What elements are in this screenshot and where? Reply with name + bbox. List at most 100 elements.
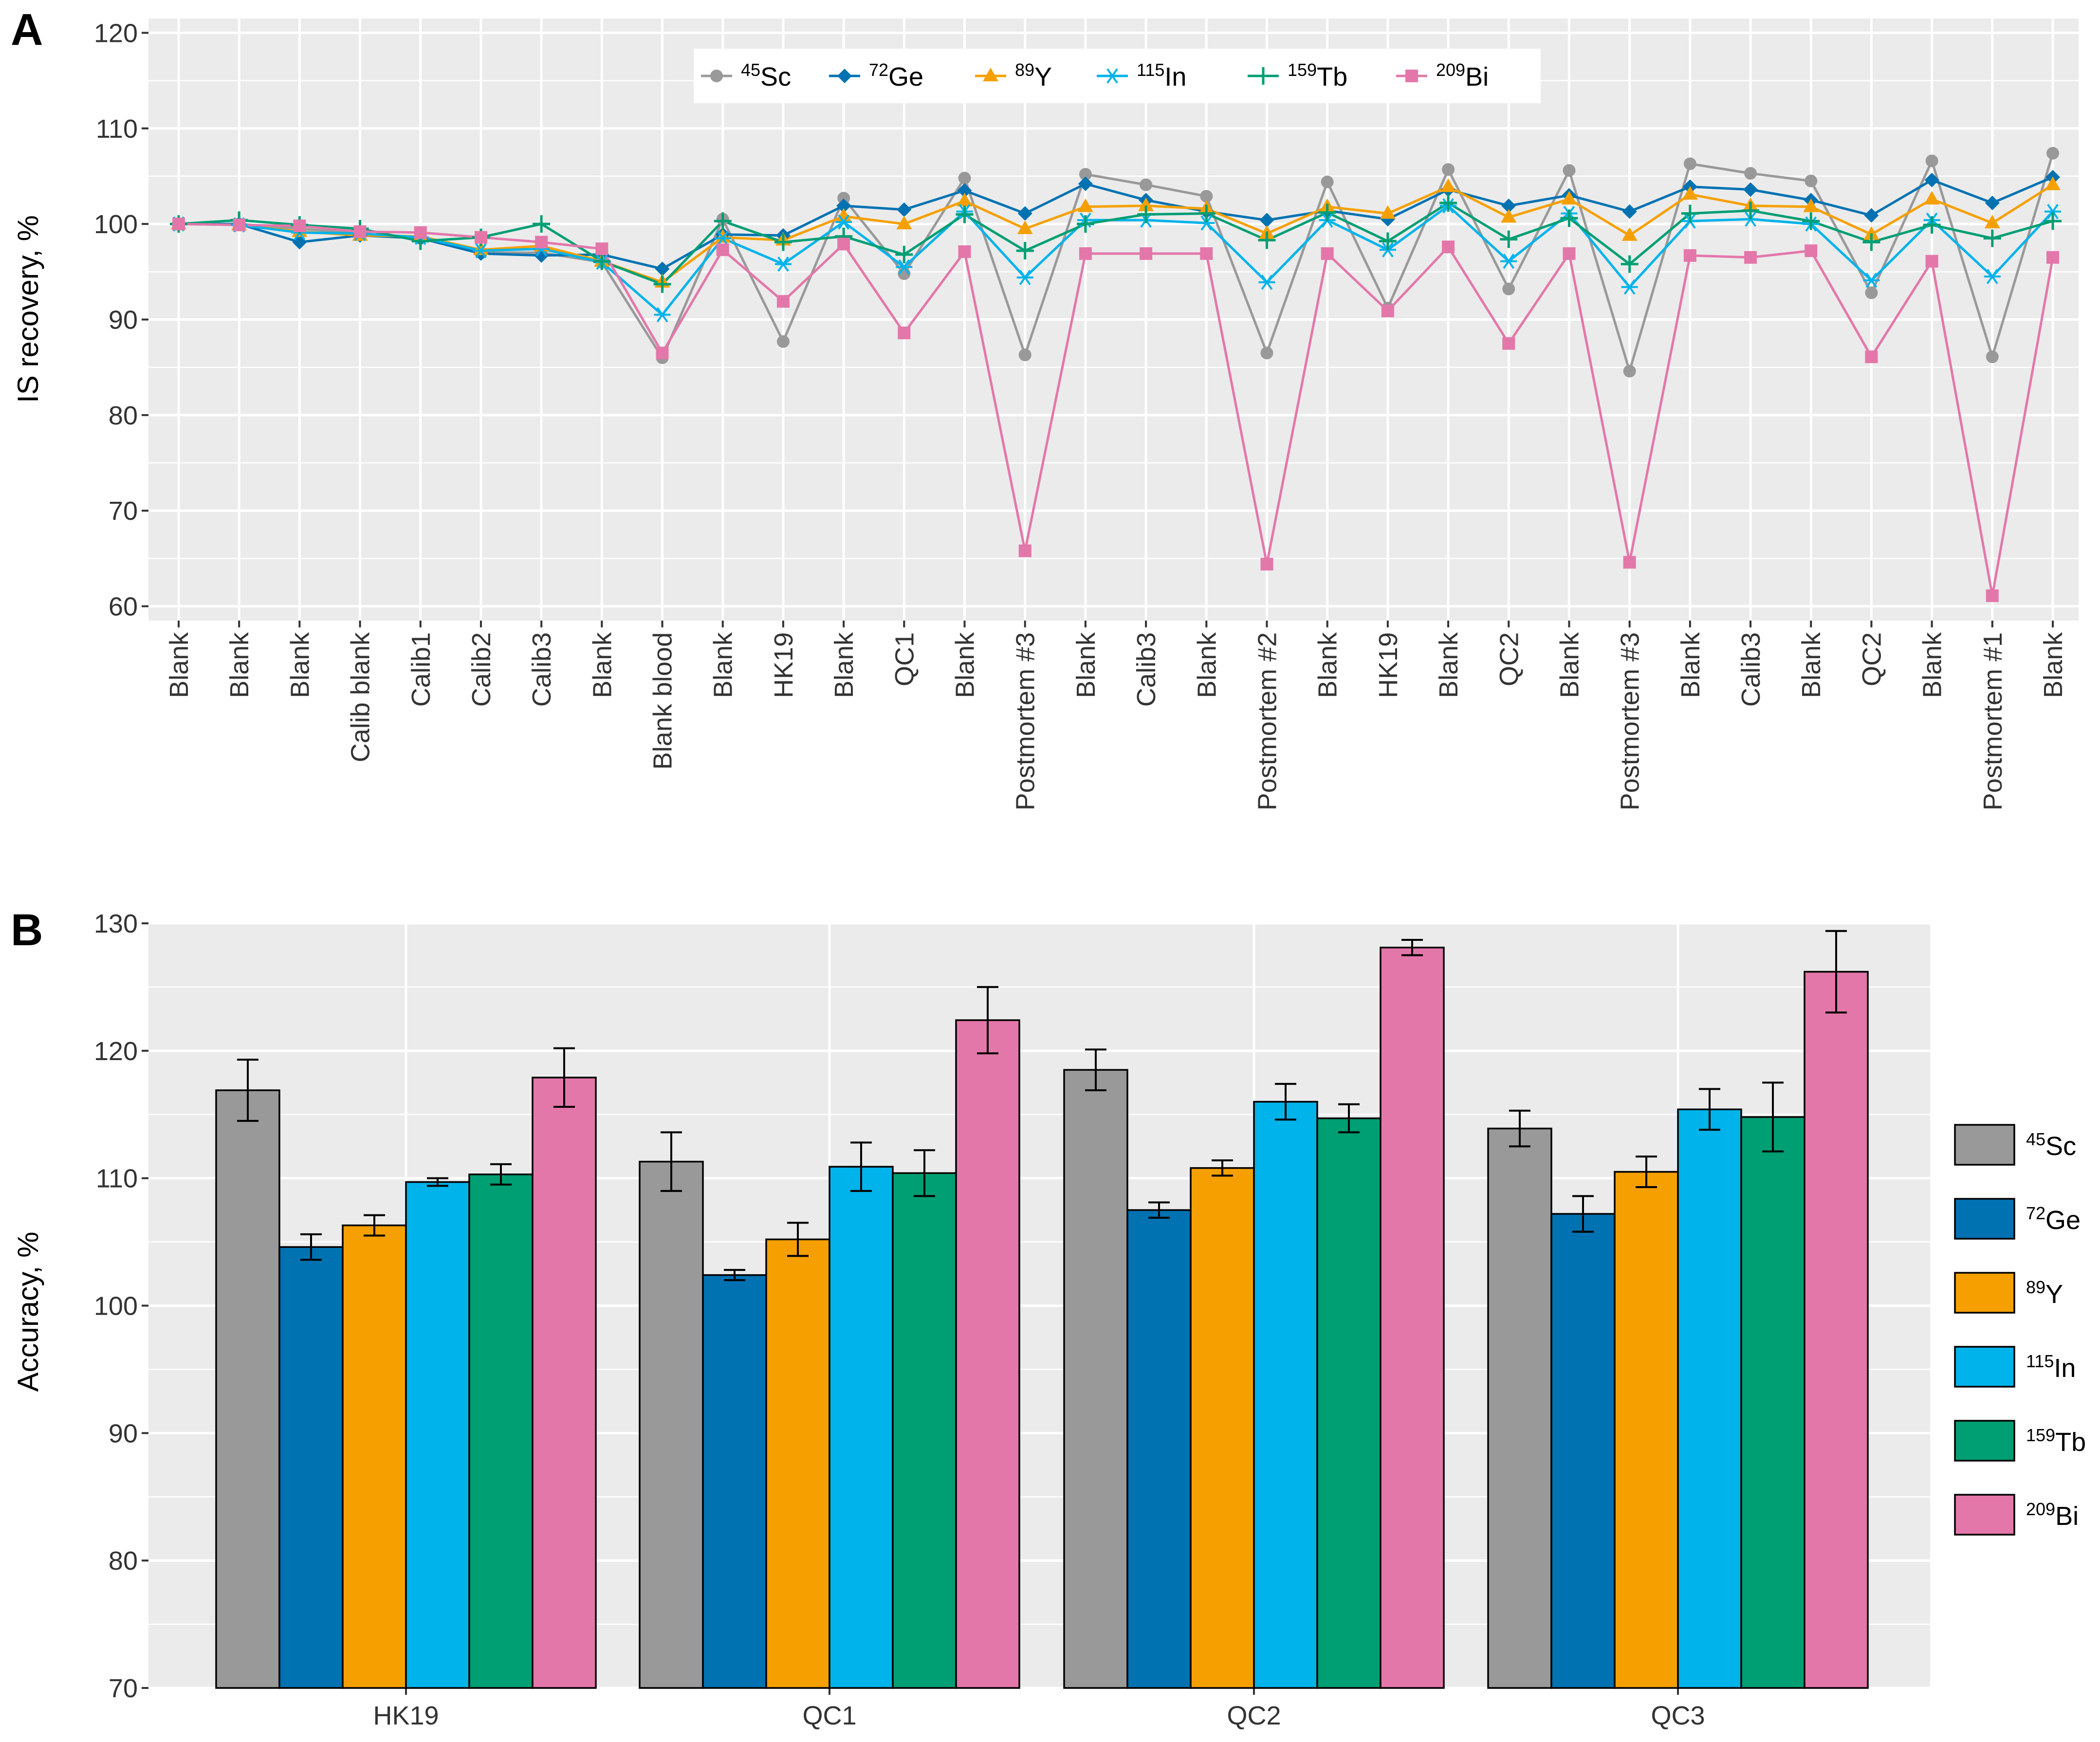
a-legend-label-89Y: 89Y <box>1015 60 1052 92</box>
point-159Tb <box>1742 202 1760 220</box>
a-y-tick-label: 110 <box>96 114 138 144</box>
series-line-209Bi <box>178 222 2054 597</box>
point-72Ge <box>1622 204 1637 219</box>
bar-159Tb <box>1316 1117 1382 1689</box>
series-line-89Y <box>178 183 2054 284</box>
point-115In <box>654 307 671 323</box>
a-legend-key-marker-209Bi <box>1405 70 1418 82</box>
point-72Ge <box>655 261 670 276</box>
error-bar-209Bi <box>553 1047 575 1108</box>
a-x-tick-label: QC2 <box>1494 632 1524 686</box>
point-159Tb <box>1318 203 1336 221</box>
point-209Bi <box>898 326 911 339</box>
b-legend-label-72Ge-mass: 72 <box>2026 1203 2045 1223</box>
point-209Bi <box>1623 556 1636 569</box>
a-x-tick-label: Blank <box>1555 632 1584 698</box>
point-115In-d2 <box>838 214 849 230</box>
point-159Tb <box>774 233 792 251</box>
point-45Sc <box>1018 348 1032 362</box>
a-x-tick-label: Blank <box>1071 632 1101 698</box>
error-bar-72Ge <box>1148 1201 1170 1219</box>
point-209Bi <box>1140 247 1153 260</box>
bar-159Tb <box>892 1172 957 1689</box>
point-209Bi <box>1260 558 1273 571</box>
a-legend-key-marker-45Sc <box>710 70 723 82</box>
a-legend-label-159Tb-mass: 159 <box>1288 60 1317 80</box>
b-legend-label-209Bi-symbol: Bi <box>2055 1502 2079 1531</box>
b-legend-label-45Sc-mass: 45 <box>2026 1129 2045 1149</box>
bar-72Ge <box>1550 1213 1616 1689</box>
bar-45Sc <box>1063 1069 1128 1689</box>
bar-209Bi <box>532 1077 597 1689</box>
b-x-tick-label: QC2 <box>1227 1701 1281 1730</box>
a-x-tick-label: Calib3 <box>1132 632 1161 707</box>
point-89Y <box>1017 220 1033 234</box>
a-x-tick-label: Calib blank <box>346 632 375 762</box>
a-x-tick-label: Blank <box>1192 632 1221 698</box>
a-legend-label-115In: 115In <box>1137 60 1186 92</box>
bar-115In <box>405 1181 470 1689</box>
bar-72Ge <box>278 1246 344 1689</box>
point-209Bi <box>1986 589 1999 602</box>
b-y-tick-label: 130 <box>94 909 138 938</box>
b-legend-key-89Y <box>1954 1272 2015 1314</box>
point-209Bi <box>595 242 608 256</box>
b-legend-label-159Tb-mass: 159 <box>2026 1425 2055 1445</box>
a-legend-key-marker-115In <box>1104 68 1121 84</box>
point-209Bi <box>474 231 487 244</box>
point-159Tb <box>1923 216 1941 234</box>
point-159Tb <box>1197 204 1216 222</box>
bar-159Tb <box>468 1174 534 1689</box>
error-bar-159Tb <box>1338 1103 1360 1134</box>
point-115In-d2 <box>2047 204 2059 220</box>
a-x-tick-label: Postmortem #3 <box>1011 632 1040 810</box>
point-45Sc <box>958 171 971 184</box>
b-legend-label-45Sc: 45Sc <box>2026 1129 2076 1161</box>
point-115In-d2 <box>777 257 789 272</box>
point-115In <box>1198 215 1215 231</box>
error-bar-72Ge <box>724 1269 745 1282</box>
point-159Tb <box>1439 194 1457 212</box>
error-bar-89Y <box>364 1214 385 1237</box>
b-y-tick-label: 110 <box>96 1164 138 1193</box>
a-legend-label-45Sc-mass: 45 <box>741 60 760 80</box>
a-x-tick-label: Calib2 <box>467 632 496 707</box>
error-bar-159Tb <box>490 1163 512 1186</box>
point-72Ge <box>897 202 912 217</box>
error-bar-45Sc <box>1085 1048 1106 1092</box>
point-89Y <box>1803 198 1819 212</box>
a-legend-label-72Ge: 72Ge <box>869 60 923 92</box>
panel-b-bar-chart: 70 80 90 100 110 120 130 HK19 QC1 QC2 QC3 45Sc 72G… <box>12 909 2086 1730</box>
panel-b-label: B <box>11 905 43 955</box>
panel-b-legend: 45Sc 72Ge 89Y 115In 159Tb 209Bi <box>1954 1124 2086 1536</box>
error-bar-45Sc <box>661 1131 682 1192</box>
b-legend-label-115In: 115In <box>2026 1351 2076 1383</box>
a-x-tick-label: Blank <box>1313 632 1343 698</box>
b-legend-label-45Sc-symbol: Sc <box>2045 1132 2076 1161</box>
point-115In <box>896 259 913 275</box>
b-legend-label-209Bi: 209Bi <box>2026 1499 2079 1531</box>
point-45Sc <box>1925 154 1938 167</box>
a-legend-label-209Bi-symbol: Bi <box>1465 62 1489 92</box>
point-45Sc <box>776 335 790 348</box>
a-x-tick-label: Blank <box>1918 632 1947 698</box>
point-115In <box>1258 275 1275 290</box>
bar-72Ge <box>702 1274 767 1689</box>
point-72Ge <box>1259 213 1274 228</box>
point-159Tb <box>653 275 671 293</box>
point-115In <box>2045 204 2061 220</box>
point-45Sc <box>1744 167 1757 180</box>
point-209Bi <box>535 236 548 249</box>
panel-a-label: A <box>11 5 43 55</box>
a-x-tick-label: Blank <box>951 632 980 698</box>
point-159Tb <box>1016 242 1034 260</box>
bar-89Y <box>1190 1167 1255 1689</box>
a-x-tick-label: Blank <box>1434 632 1463 698</box>
point-45Sc <box>1986 350 1999 364</box>
point-45Sc <box>1502 282 1515 295</box>
point-209Bi <box>353 225 367 238</box>
point-209Bi <box>293 220 306 233</box>
point-209Bi <box>1381 304 1394 317</box>
b-legend-key-72Ge <box>1954 1198 2015 1240</box>
